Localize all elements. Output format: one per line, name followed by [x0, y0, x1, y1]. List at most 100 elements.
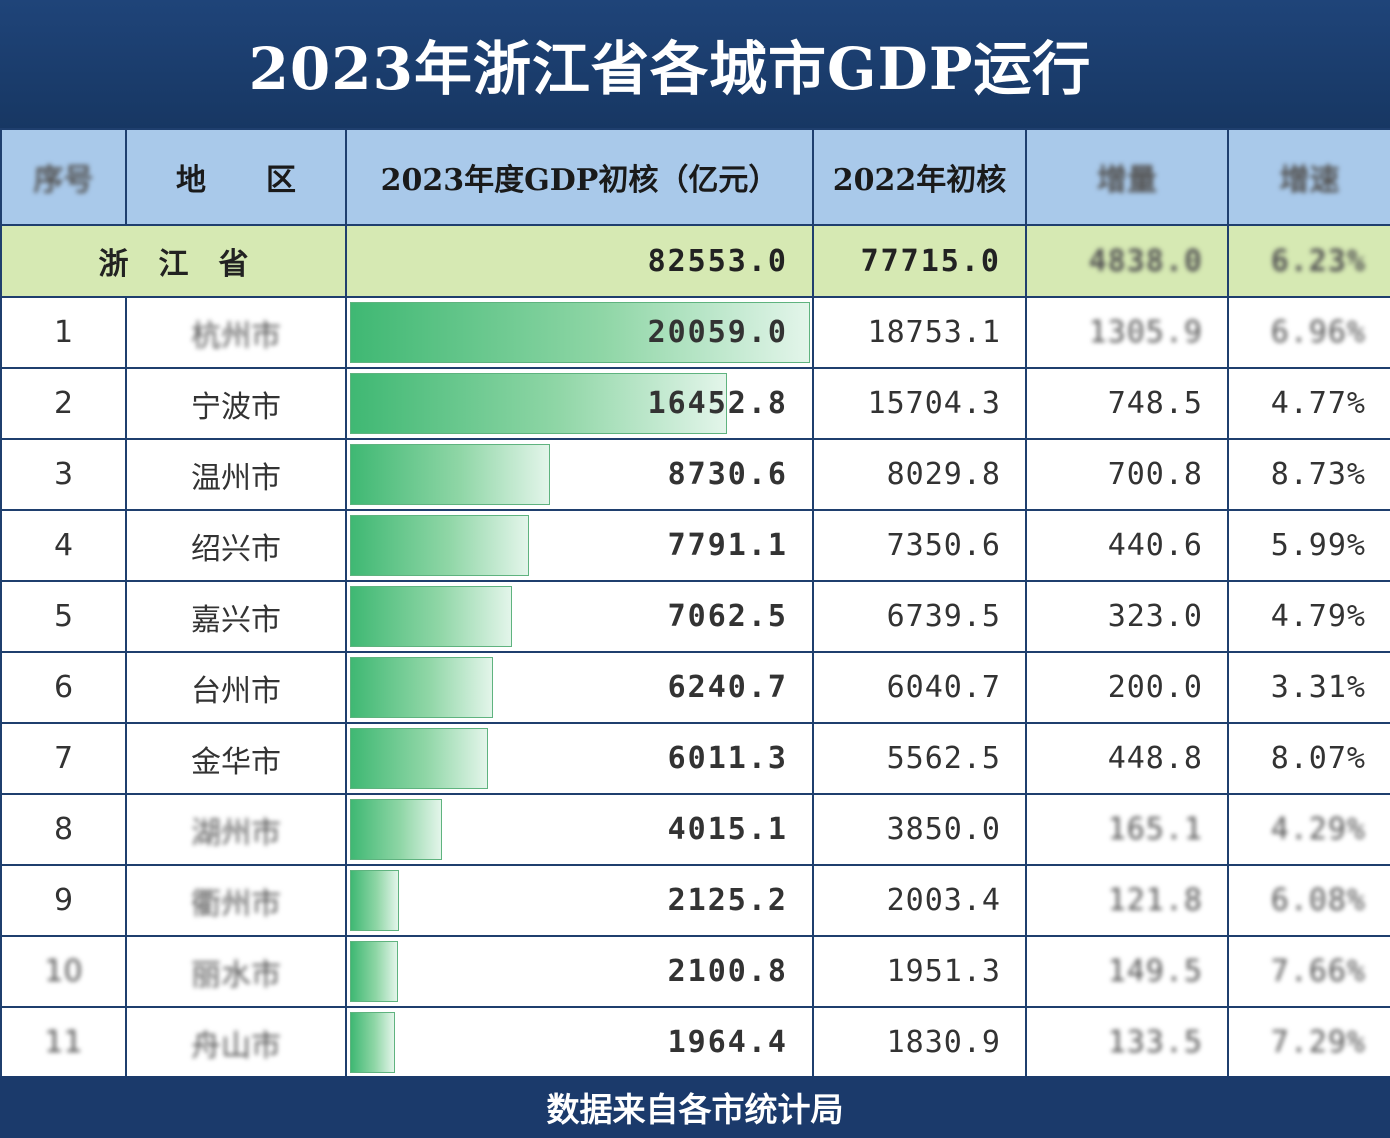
gdp-bar	[350, 799, 443, 860]
rate-cell: 7.66%	[1227, 935, 1390, 1008]
table-row: 10 丽水市 2100.8 1951.3 149.5 7.66%	[0, 935, 1390, 1008]
gdp2022-cell: 1830.9	[812, 1006, 1027, 1079]
cell-value: 绍兴市	[191, 531, 281, 567]
growth-cell: 149.5	[1025, 935, 1229, 1008]
cell-value: 衢州市	[191, 886, 281, 922]
gdp-bar	[350, 444, 551, 505]
rate-cell: 4.77%	[1227, 367, 1390, 440]
table-row: 7 金华市 6011.3 5562.5 448.8 8.07%	[0, 722, 1390, 795]
cell-value: 10	[44, 954, 83, 989]
region-cell: 嘉兴市	[125, 580, 347, 653]
cell-value: 7.29%	[1270, 1025, 1366, 1060]
cell-value: 金华市	[191, 744, 281, 780]
cell-value: 6.96%	[1270, 315, 1366, 350]
gdp-bar	[350, 373, 728, 434]
rank-cell: 5	[0, 580, 127, 653]
cell-value: 6.08%	[1270, 883, 1366, 918]
cell-value: 748.5	[1107, 386, 1203, 421]
rate-cell: 8.73%	[1227, 438, 1390, 511]
source-note: 数据来自各市统计局	[546, 1090, 844, 1129]
gdp2023-cell: 4015.1	[345, 793, 814, 866]
cell-value: 133.5	[1107, 1025, 1203, 1060]
table-row: 1 杭州市 20059.0 18753.1 1305.9 6.96%	[0, 296, 1390, 369]
rate-cell: 6.96%	[1227, 296, 1390, 369]
growth-cell: 133.5	[1025, 1006, 1229, 1079]
rank-cell: 8	[0, 793, 127, 866]
rank-cell: 9	[0, 864, 127, 937]
province-name: 浙 江 省	[0, 224, 347, 298]
gdp2023-cell: 20059.0	[345, 296, 814, 369]
region-cell: 衢州市	[125, 864, 347, 937]
growth-cell: 700.8	[1025, 438, 1229, 511]
rank-cell: 10	[0, 935, 127, 1008]
gdp2022-cell: 7350.6	[812, 509, 1027, 582]
rate-cell: 3.31%	[1227, 651, 1390, 724]
gdp-bar	[350, 302, 810, 363]
table-row: 2 宁波市 16452.8 15704.3 748.5 4.77%	[0, 367, 1390, 440]
cell-value: 323.0	[1107, 599, 1203, 634]
cell-value: 杭州市	[191, 318, 281, 354]
col-header-growth: 增量	[1025, 128, 1229, 226]
rate-cell: 4.29%	[1227, 793, 1390, 866]
gdp2022-cell: 18753.1	[812, 296, 1027, 369]
region-cell: 台州市	[125, 651, 347, 724]
cell-value: 5	[53, 599, 74, 634]
cell-value: 15704.3	[867, 386, 1001, 421]
gdp2022-cell: 5562.5	[812, 722, 1027, 795]
rank-cell: 6	[0, 651, 127, 724]
gdp2022-cell: 1951.3	[812, 935, 1027, 1008]
cell-value: 165.1	[1107, 812, 1203, 847]
rank-cell: 11	[0, 1006, 127, 1079]
region-cell: 丽水市	[125, 935, 347, 1008]
cell-value: 11	[44, 1025, 83, 1060]
table-row: 3 温州市 8730.6 8029.8 700.8 8.73%	[0, 438, 1390, 511]
cell-value: 丽水市	[191, 957, 281, 993]
rate-cell: 7.29%	[1227, 1006, 1390, 1079]
cell-value: 448.8	[1107, 741, 1203, 776]
page-title: 2023年浙江省各城市GDP运行	[248, 35, 1092, 103]
gdp2023-cell: 16452.8	[345, 367, 814, 440]
gdp2022-cell: 3850.0	[812, 793, 1027, 866]
province-rate: 6.23%	[1227, 224, 1390, 298]
gdp2022-cell: 6739.5	[812, 580, 1027, 653]
cell-value: 8730.6	[667, 457, 788, 492]
cell-value: 台州市	[191, 673, 281, 709]
cell-value: 4.29%	[1270, 812, 1366, 847]
region-cell: 温州市	[125, 438, 347, 511]
rate-cell: 5.99%	[1227, 509, 1390, 582]
cell-value: 7062.5	[667, 599, 788, 634]
cell-value: 宁波市	[191, 389, 281, 425]
col-header-gdp2022: 2022年初核	[812, 128, 1027, 226]
region-cell: 绍兴市	[125, 509, 347, 582]
footer: 数据来自各市统计局	[0, 1076, 1390, 1138]
gdp2023-cell: 7791.1	[345, 509, 814, 582]
cell-value: 1	[53, 315, 74, 350]
gdp2023-cell: 1964.4	[345, 1006, 814, 1079]
cell-value: 2003.4	[886, 883, 1001, 918]
cell-value: 149.5	[1107, 954, 1203, 989]
cell-value: 1951.3	[886, 954, 1001, 989]
cell-value: 121.8	[1107, 883, 1203, 918]
province-gdp2022: 77715.0	[812, 224, 1027, 298]
gdp-bar	[350, 728, 488, 789]
col-header-region: 地 区	[125, 128, 347, 226]
cell-value: 7.66%	[1270, 954, 1366, 989]
cell-value: 6240.7	[667, 670, 788, 705]
cell-value: 5.99%	[1270, 528, 1366, 563]
rank-cell: 3	[0, 438, 127, 511]
gdp2022-cell: 8029.8	[812, 438, 1027, 511]
gdp-bar	[350, 586, 512, 647]
cell-value: 8.07%	[1270, 741, 1366, 776]
cell-value: 3.31%	[1270, 670, 1366, 705]
gdp2022-cell: 15704.3	[812, 367, 1027, 440]
col-header-rank: 序号	[0, 128, 127, 226]
growth-cell: 200.0	[1025, 651, 1229, 724]
cell-value: 舟山市	[191, 1028, 281, 1064]
region-cell: 杭州市	[125, 296, 347, 369]
cell-value: 1305.9	[1088, 315, 1203, 350]
growth-cell: 121.8	[1025, 864, 1229, 937]
region-cell: 湖州市	[125, 793, 347, 866]
cell-value: 200.0	[1107, 670, 1203, 705]
table-row: 5 嘉兴市 7062.5 6739.5 323.0 4.79%	[0, 580, 1390, 653]
col-header-gdp2023: 2023年度GDP初核（亿元）	[345, 128, 814, 226]
